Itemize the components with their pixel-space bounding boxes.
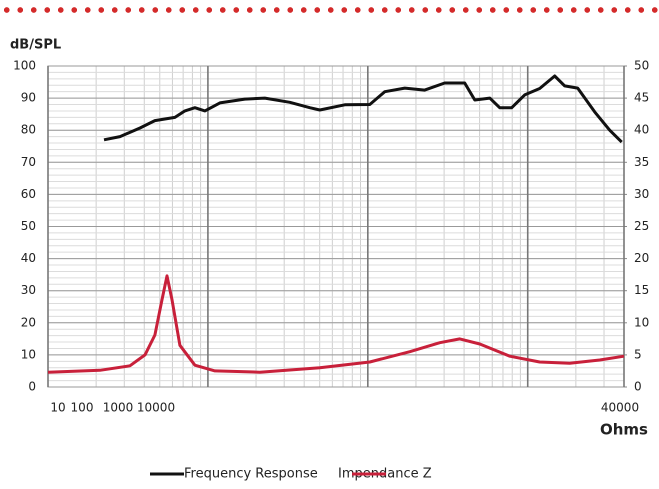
legend-label: Frequency Response — [184, 467, 318, 482]
y-tick-label: 10 — [21, 347, 36, 361]
y-axis-label: dB/SPL — [10, 38, 61, 53]
x-tick-label: 10 — [50, 401, 65, 415]
y-tick-label: 100 — [13, 59, 36, 73]
y2-tick-label: 35 — [634, 155, 649, 169]
y-tick-label: 60 — [21, 187, 36, 201]
y2-tick-label: 25 — [634, 219, 649, 233]
x-tick-label: 40000 — [601, 401, 639, 415]
y-tick-label: 50 — [21, 219, 36, 233]
x-tick-label: 1000 — [103, 401, 134, 415]
x-tick-label: 100 — [71, 401, 94, 415]
y2-tick-label: 10 — [634, 315, 649, 329]
y2-tick-label: 5 — [634, 347, 642, 361]
series-line — [47, 274, 625, 374]
x-tick-label: 10000 — [137, 401, 175, 415]
dotted-border — [0, 6, 659, 14]
y-tick-label: 80 — [21, 123, 36, 137]
y2-tick-label: 45 — [634, 91, 649, 105]
y2-tick-label: 40 — [634, 123, 649, 137]
y2-tick-label: 15 — [634, 283, 649, 297]
y-tick-label: 40 — [21, 251, 36, 265]
y-tick-label: 90 — [21, 91, 36, 105]
y2-tick-label: 20 — [634, 251, 649, 265]
y2-tick-label: 30 — [634, 187, 649, 201]
y-tick-label: 20 — [21, 315, 36, 329]
y2-axis-label: Ohms — [600, 421, 648, 439]
y-tick-label: 70 — [21, 155, 36, 169]
y-tick-label: 0 — [28, 380, 36, 394]
y2-tick-label: 0 — [634, 380, 642, 394]
y-tick-label: 30 — [21, 283, 36, 297]
series-line — [103, 74, 623, 144]
y2-tick-label: 50 — [634, 59, 649, 73]
